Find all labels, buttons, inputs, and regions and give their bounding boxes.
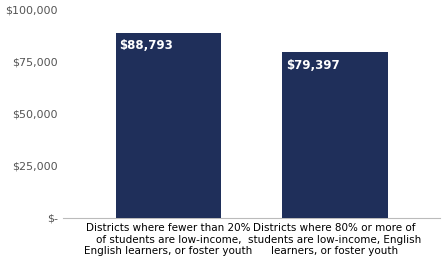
Text: $88,793: $88,793 — [120, 39, 173, 52]
Bar — [116, 33, 222, 218]
Text: $79,397: $79,397 — [285, 59, 339, 72]
Bar — [282, 52, 388, 218]
